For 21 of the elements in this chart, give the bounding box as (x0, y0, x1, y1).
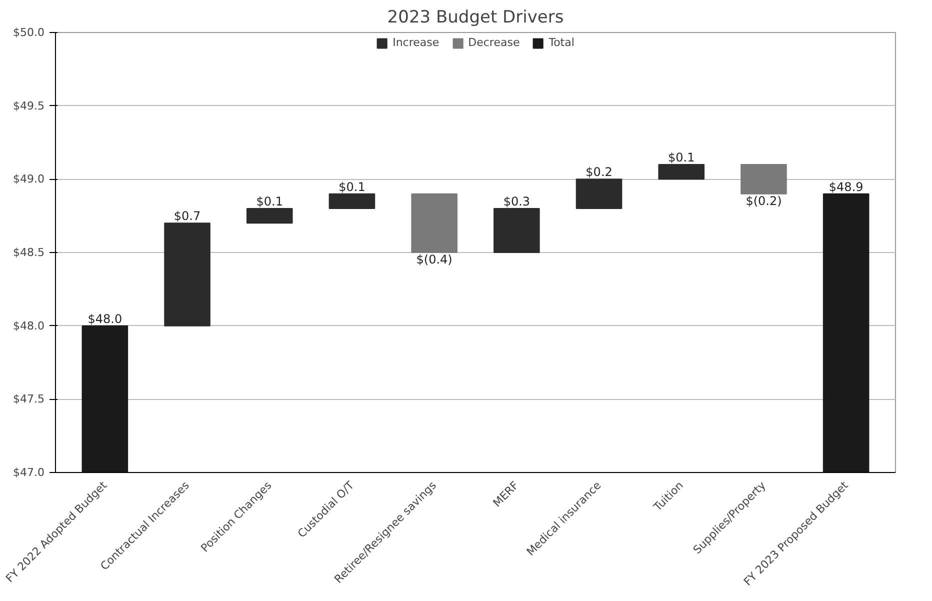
data-label: $0.1 (668, 150, 695, 164)
y-tick-label: $49.0 (13, 172, 45, 186)
data-label: $0.1 (256, 194, 283, 208)
data-label: $0.2 (586, 165, 612, 180)
data-label: $(0.2) (746, 194, 782, 208)
y-tick-label: $47.5 (13, 392, 45, 406)
y-tick-label: $48.0 (13, 319, 45, 332)
data-label: $0.7 (174, 209, 201, 224)
y-tick-label: $50.0 (13, 26, 45, 39)
data-label: $48.9 (828, 180, 864, 194)
data-label: $0.3 (503, 194, 530, 208)
y-tick-label: $49.5 (13, 99, 45, 112)
y-tick-label: $48.5 (13, 246, 45, 259)
chart-title: 2023 Budget Drivers (387, 8, 564, 28)
y-tick-label: $47.0 (13, 466, 45, 479)
legend-label: Total (548, 36, 574, 49)
data-label: $48.0 (88, 312, 122, 326)
legend-label: Increase (392, 36, 440, 49)
data-label: $(0.4) (416, 252, 452, 266)
legend-label: Decrease (468, 36, 520, 49)
data-label: $0.1 (338, 180, 366, 194)
